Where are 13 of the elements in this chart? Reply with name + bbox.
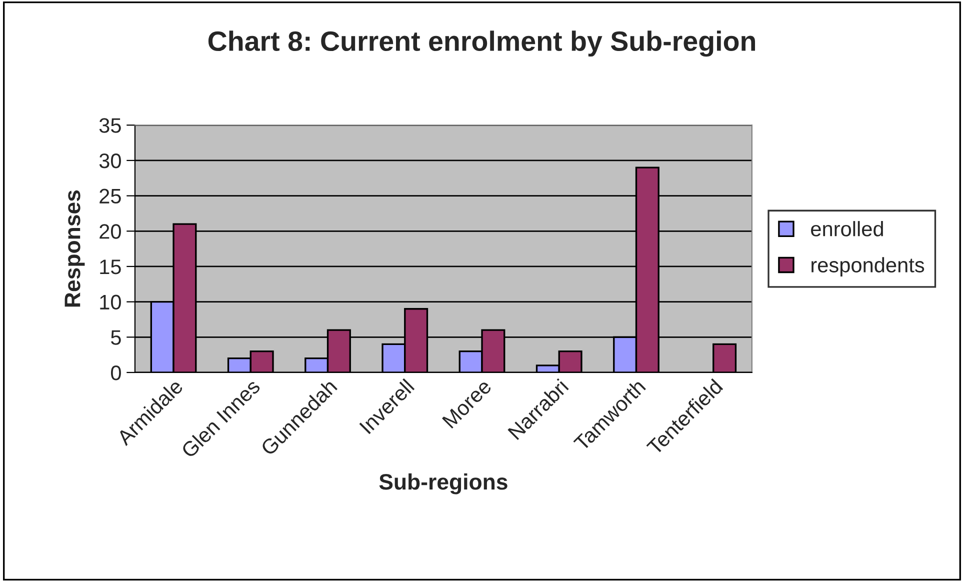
y-tick-label: 10 (100, 294, 121, 310)
y-tick-label: 25 (100, 188, 121, 204)
y-tick-label: 15 (100, 260, 121, 274)
x-axis-title: Sub-regions (379, 473, 508, 494)
y-tick-label: 30 (99, 153, 121, 168)
y-tick-label: 0 (110, 365, 121, 380)
y-tick-label: 35 (99, 118, 121, 133)
legend-label: enrolled (811, 221, 883, 236)
y-axis-title: Responses (64, 190, 85, 307)
y-tick-label: 20 (100, 224, 121, 239)
legend-label: respondents (812, 257, 924, 277)
y-tick-label: 5 (111, 330, 121, 345)
chart-title: Chart 8: Current enrolment by Sub-region (208, 30, 756, 57)
